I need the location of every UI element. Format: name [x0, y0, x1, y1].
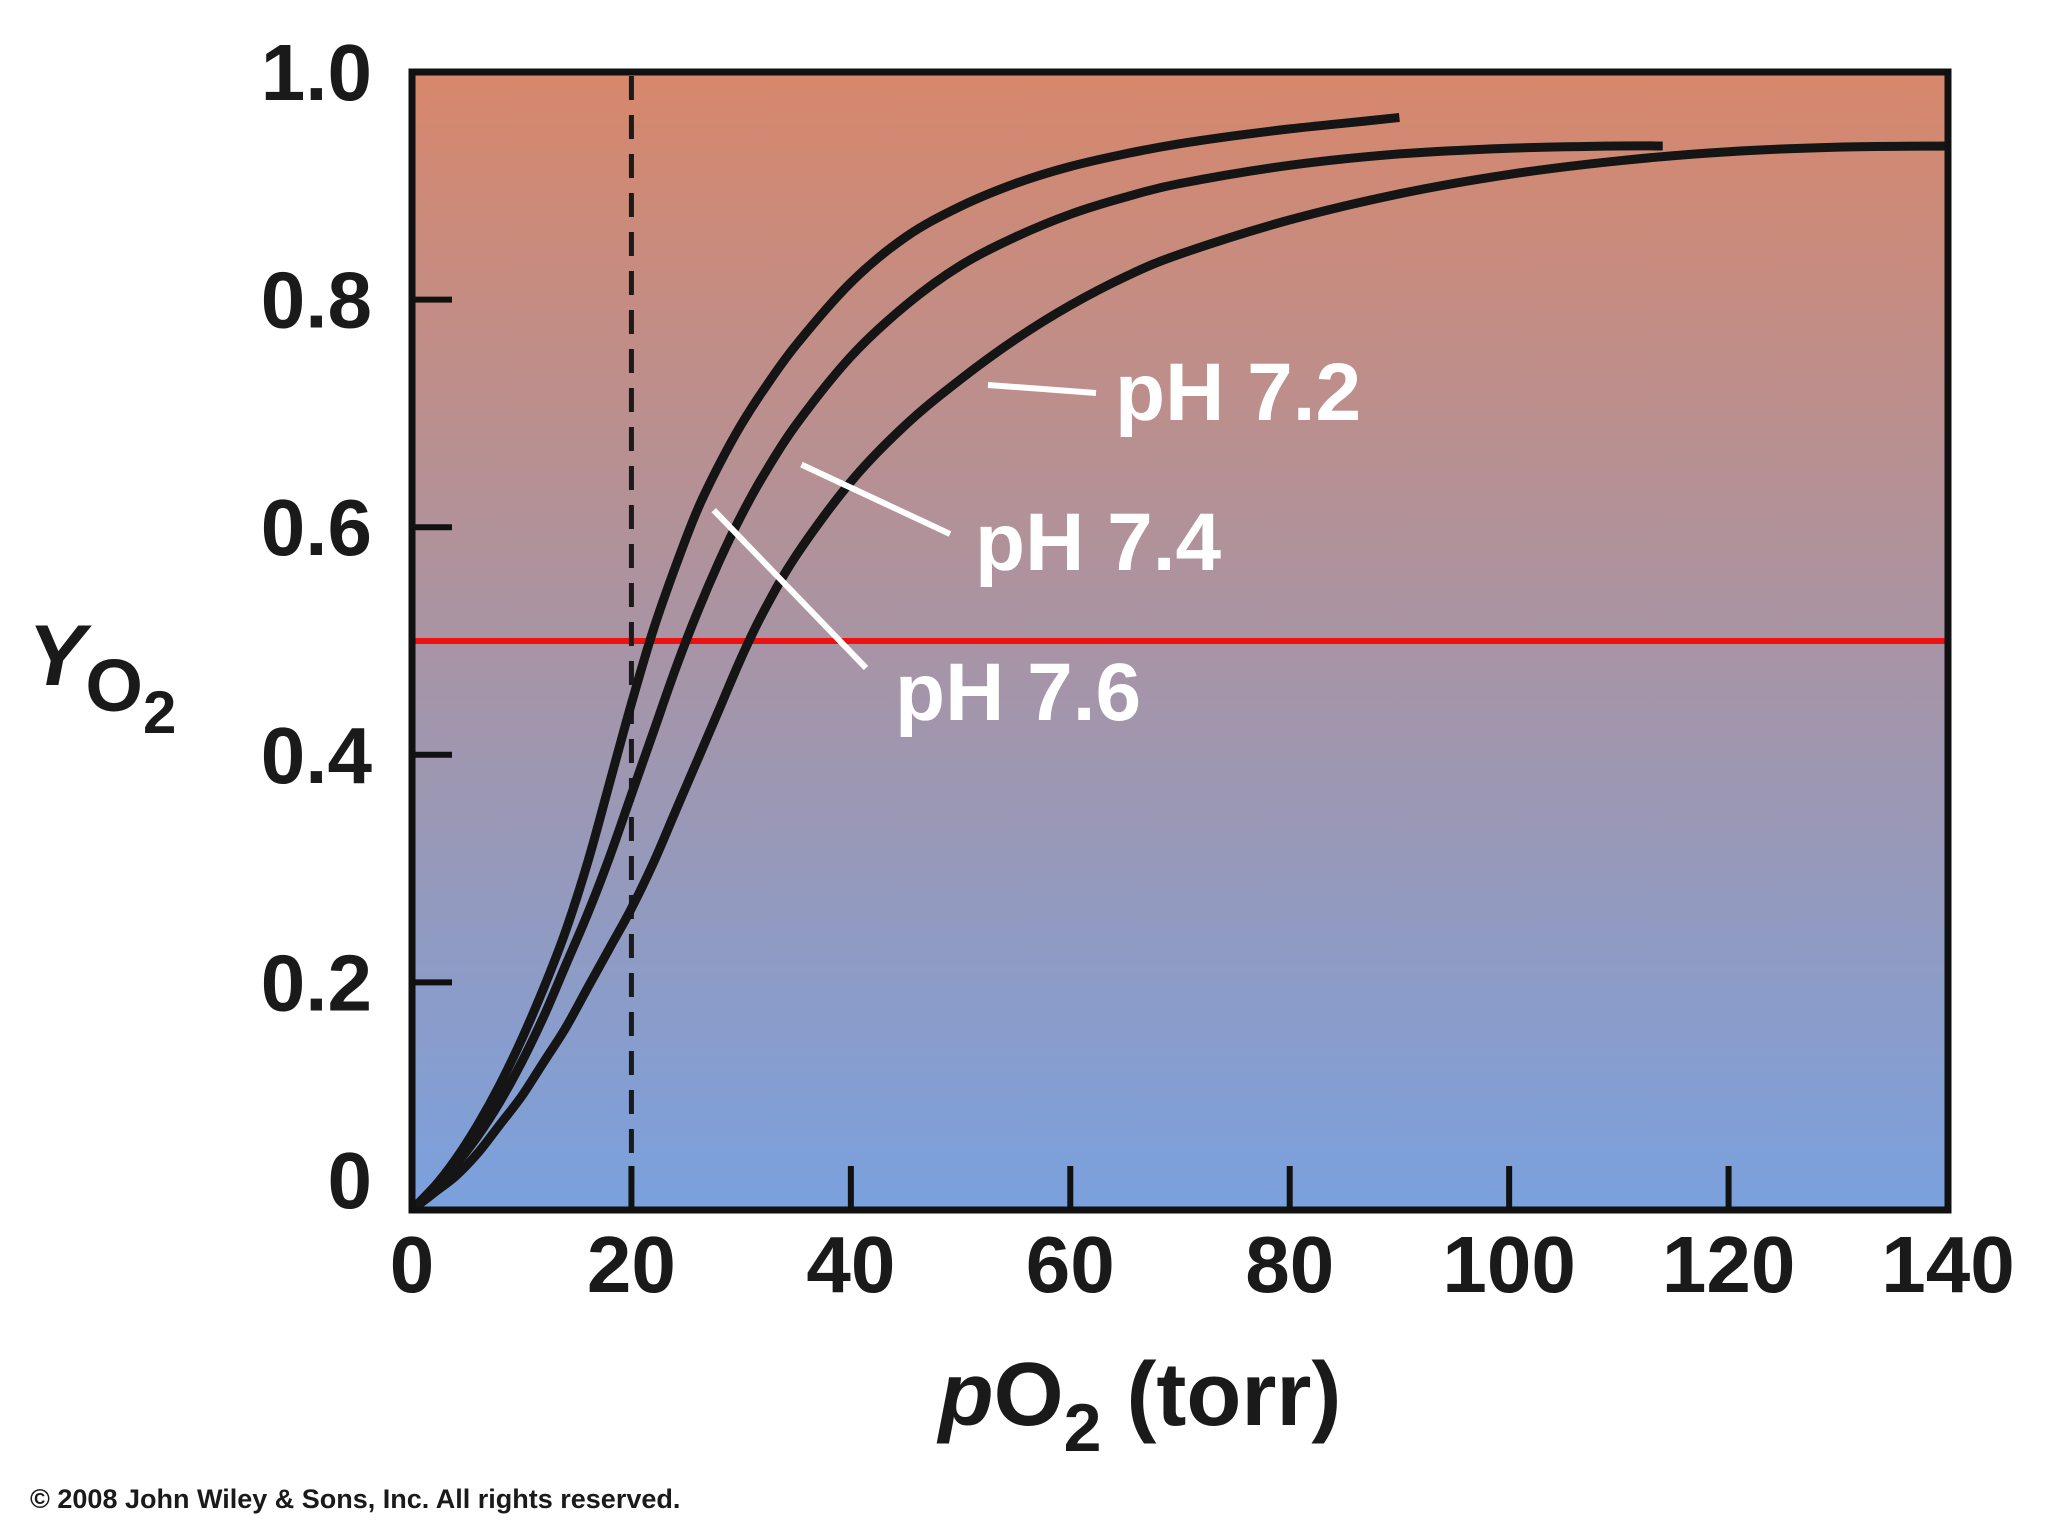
y-axis-title-main: Y: [28, 608, 92, 704]
x-tick-label: 40: [806, 1220, 895, 1309]
x-axis-title-italic: p: [937, 1345, 994, 1445]
curve-ph-7-6: [408, 113, 1400, 1214]
curve-ph-7-4: [408, 141, 1663, 1214]
y-tick-label: 1.0: [261, 28, 372, 117]
y-axis-title-subsubscript: 2: [143, 679, 176, 746]
y-axis-title-subscript: O: [85, 644, 143, 727]
curve-ph-7-2: [409, 141, 1949, 1214]
y-tick-label: 0.2: [261, 938, 372, 1027]
x-tick-label: 20: [587, 1220, 676, 1309]
x-axis-title-subscript: 2: [1064, 1390, 1102, 1466]
y-axis-title: YO2: [28, 608, 176, 746]
x-axis-title-main: O: [994, 1345, 1064, 1445]
leader-ph-7-4: [800, 461, 952, 537]
y-tick-label: 0.6: [261, 483, 372, 572]
curve-label-ph-7-4: pH 7.4: [975, 497, 1221, 588]
leader-ph-7-2: [987, 381, 1097, 396]
x-tick-label: 100: [1442, 1220, 1575, 1309]
y-tick-label: 0: [328, 1136, 373, 1225]
x-tick-label: 80: [1245, 1220, 1334, 1309]
y-tick-label: 0.4: [261, 711, 373, 800]
plot-frame: [408, 68, 1952, 1214]
curve-label-ph-7-2: pH 7.2: [1115, 347, 1361, 438]
x-axis-title: pO2 (torr): [937, 1345, 1342, 1466]
leader-ph-7-6: [711, 508, 869, 671]
x-tick-label: 140: [1881, 1220, 2014, 1309]
x-tick-label: 0: [390, 1220, 435, 1309]
copyright-notice: © 2008 John Wiley & Sons, Inc. All right…: [30, 1484, 681, 1514]
y-tick-label: 0.8: [261, 256, 372, 345]
x-tick-label: 120: [1662, 1220, 1795, 1309]
x-tick-label: 60: [1026, 1220, 1115, 1309]
curve-label-ph-7-6: pH 7.6: [895, 647, 1141, 738]
x-axis-title-units: (torr): [1101, 1345, 1341, 1445]
